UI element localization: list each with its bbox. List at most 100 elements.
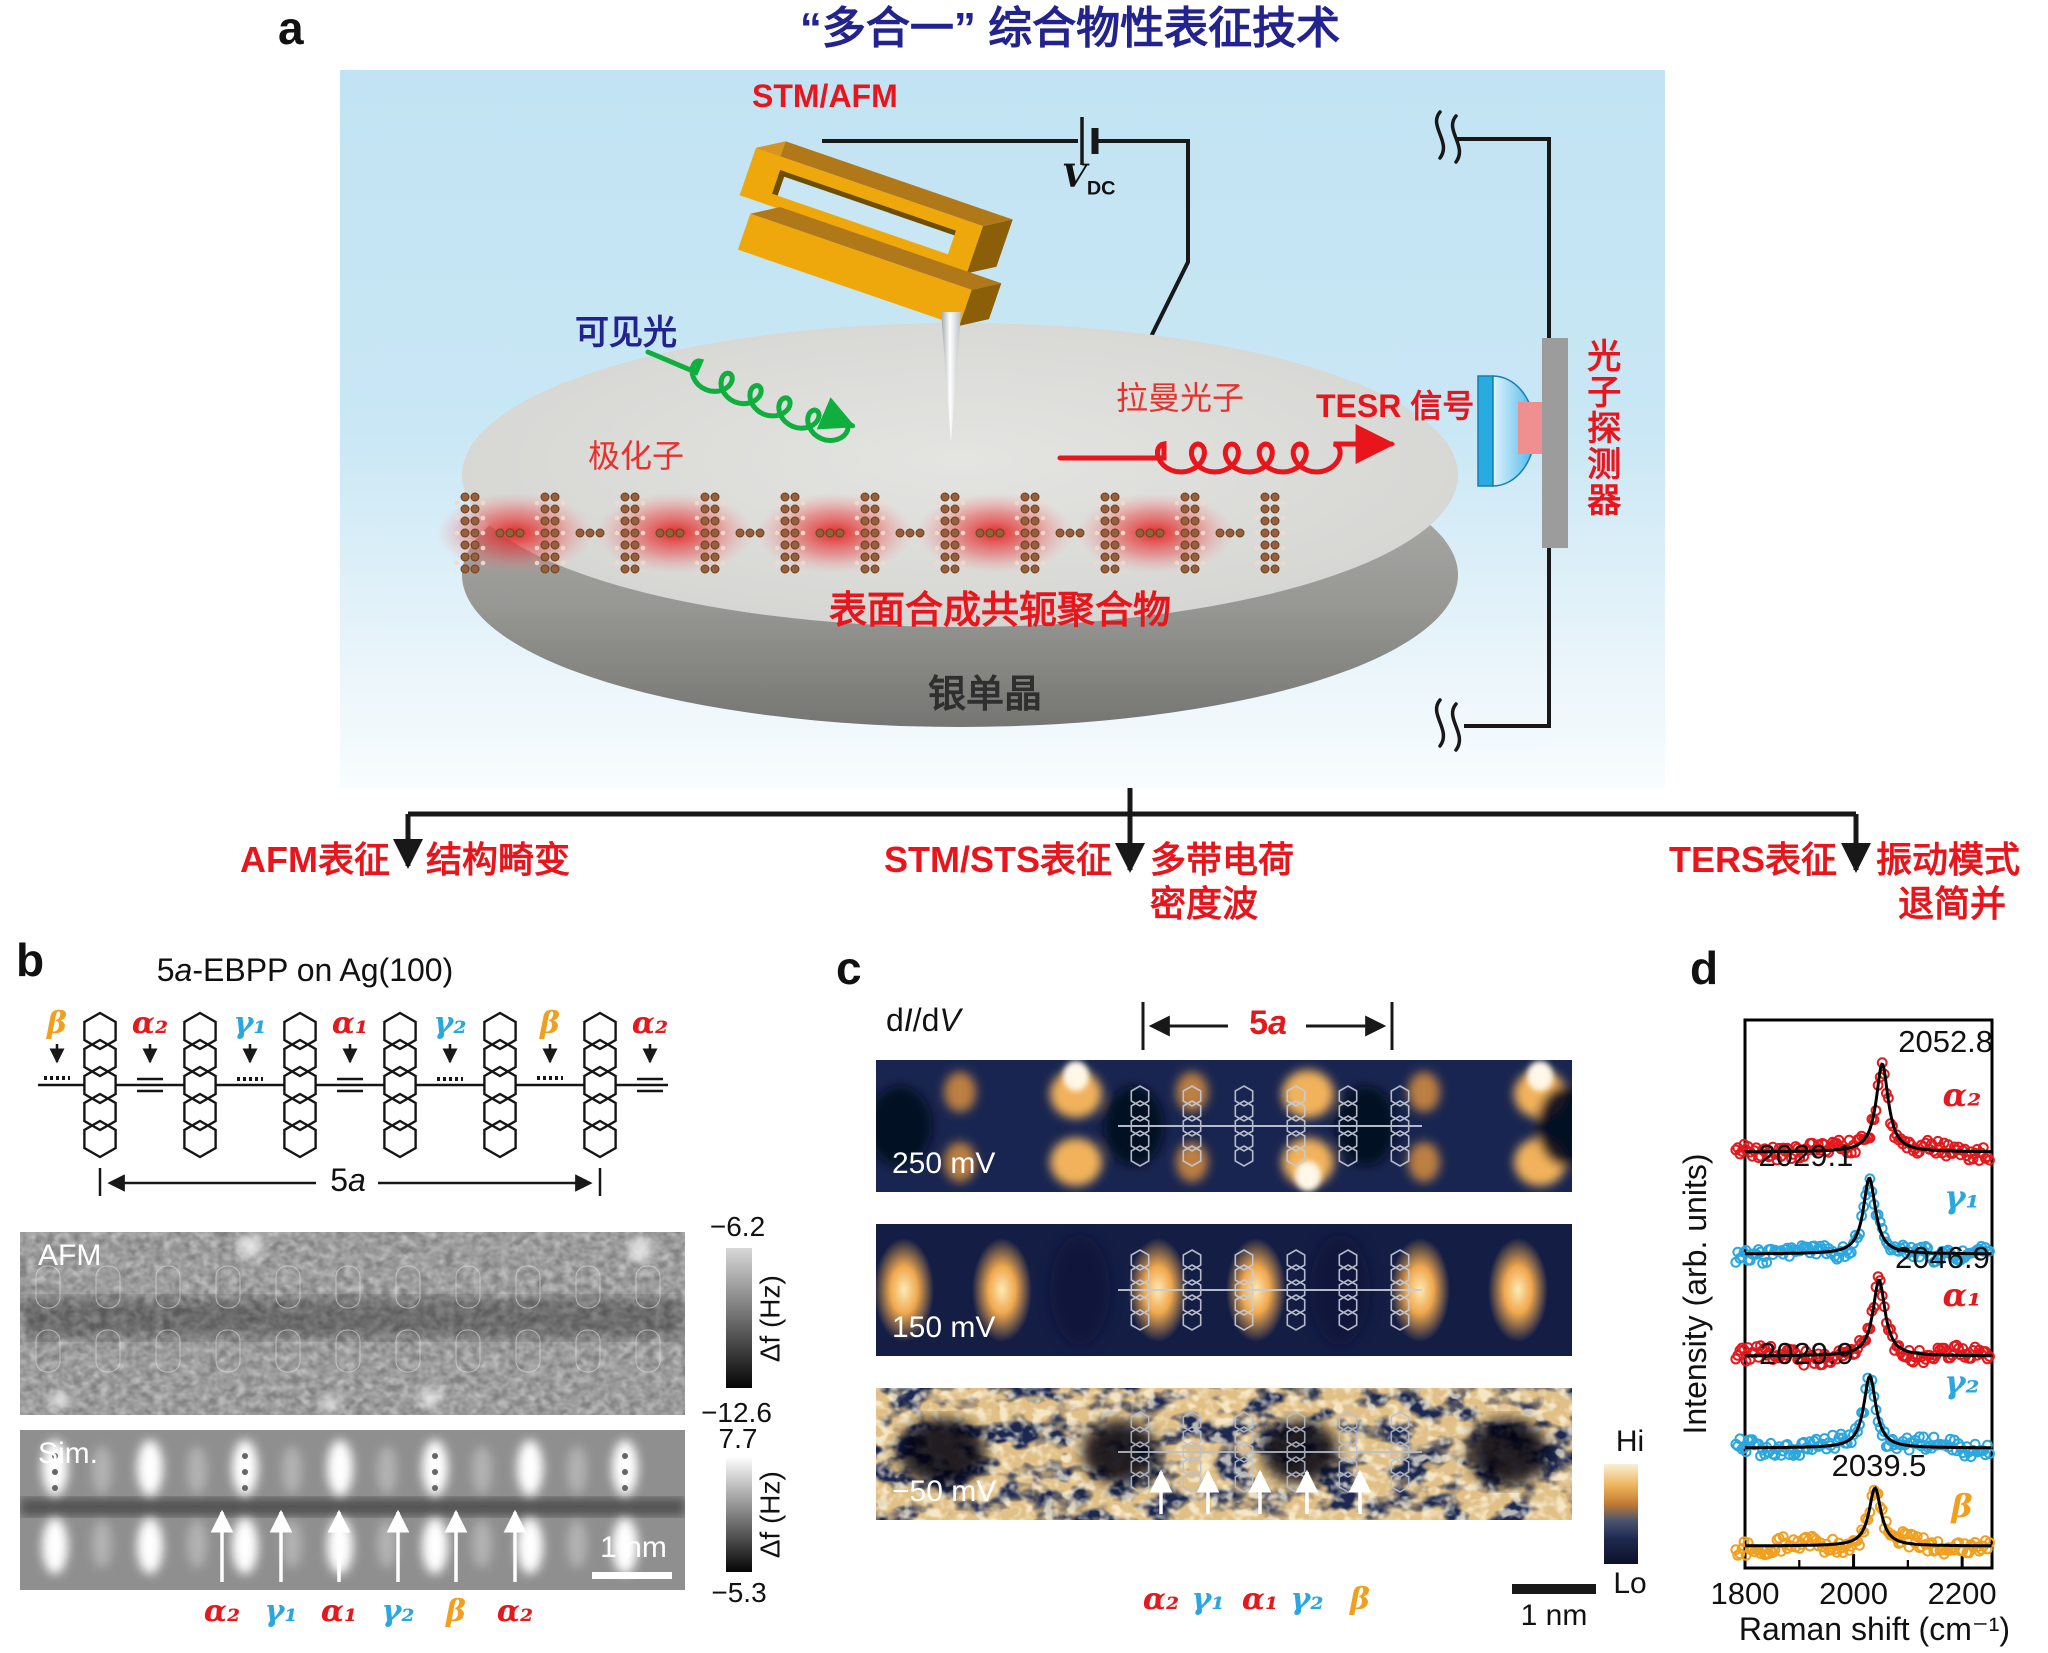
branch-afm-result: 结构畸变 — [426, 839, 571, 880]
c-scalebar — [1512, 1584, 1596, 1594]
silver-crystal-label: 银单晶 — [927, 674, 1042, 716]
bias-v: V — [1062, 157, 1087, 195]
data-point — [1984, 1245, 1995, 1257]
afm-image-label: AFM — [38, 1239, 102, 1272]
data-point — [1794, 1450, 1806, 1461]
peak-value-label: 2046.9 — [1895, 1240, 1990, 1275]
b-span-label: 5a — [318, 1162, 378, 1198]
bias-neg50mv: −50 mV — [892, 1475, 997, 1508]
wire-break-icon — [1434, 110, 1462, 752]
raman-series-β: 2039.5 β — [1730, 1448, 1995, 1561]
stm-tip — [941, 312, 961, 442]
data-point — [1777, 1531, 1789, 1542]
raman-series-γ₁: 2029.1 γ₁ — [1730, 1138, 1995, 1269]
sim-mode-alpha2-1: α₂ — [203, 1594, 241, 1629]
c-span-italic: a — [1268, 1004, 1287, 1042]
peak-value-label: 2029.9 — [1759, 1336, 1854, 1371]
sim-scale-top: 7.7 — [718, 1423, 758, 1454]
data-point — [1734, 1548, 1746, 1560]
polaron-label: 极化子 — [588, 438, 685, 474]
data-point — [1901, 1528, 1913, 1540]
fit-curve — [1744, 1373, 1992, 1450]
raman-series-α₁: 2046.9α₁ — [1730, 1240, 1995, 1371]
data-point — [1953, 1343, 1964, 1354]
branch-sts-technique: STM/STS表征 — [883, 839, 1112, 880]
polymer-chain — [454, 492, 1286, 574]
probe-label: STM/AFM — [752, 78, 898, 114]
data-point — [1984, 1154, 1995, 1166]
c-span-num: 5 — [1249, 1004, 1268, 1042]
c-scalebar-label: 1 nm — [1520, 1599, 1588, 1632]
didv-map-250mv — [876, 1060, 1572, 1192]
branch-sts-result-2: 密度波 — [1150, 883, 1259, 924]
fit-curve — [1745, 1176, 1992, 1256]
series-mode-label: γ₁ — [1944, 1178, 1979, 1216]
data-point — [1911, 1531, 1923, 1543]
data-point — [1854, 1539, 1865, 1551]
molecule-structure — [38, 1013, 668, 1196]
didv-map-neg50mv — [876, 1388, 1572, 1520]
sim-image-label: Sim. — [38, 1437, 98, 1470]
afm-colorbar — [726, 1248, 752, 1388]
b-title-italic: a — [174, 952, 193, 988]
sim-mode-beta: β — [446, 1594, 466, 1629]
panel-a-title: “多合一” 综合物性表征技术 — [799, 4, 1341, 53]
afm-scale-bottom: −12.6 — [701, 1397, 772, 1428]
series-mode-label: β — [1950, 1487, 1972, 1525]
b-title-num: 5 — [156, 952, 175, 988]
data-point — [1798, 1359, 1810, 1371]
c-colorbar — [1604, 1464, 1638, 1564]
raman-photon-label: 拉曼光子 — [1116, 380, 1245, 416]
branch-ters-technique: TERS表征 — [1668, 839, 1837, 880]
c-mode-beta: β — [1350, 1582, 1370, 1617]
bond-label-beta-2: β — [540, 1006, 560, 1041]
photon-detector-assembly — [1477, 338, 1568, 548]
cantilever — [737, 141, 1013, 442]
data-point — [1942, 1542, 1954, 1553]
afm-image — [20, 1232, 685, 1415]
c-mode-gamma2: γ₂ — [1290, 1582, 1324, 1617]
fit-curve — [1745, 1278, 1992, 1358]
raman-series-α₂: 2052.8 α₂ — [1730, 1024, 1995, 1166]
bond-label-gamma2: γ₂ — [433, 1006, 467, 1041]
y-axis-title: Intensity (arb. units) — [1677, 1154, 1713, 1435]
bond-label-gamma1: γ₁ — [233, 1006, 267, 1041]
data-point — [1967, 1153, 1979, 1165]
data-point — [1893, 1340, 1905, 1351]
visible-light-label: 可见光 — [575, 314, 677, 352]
polymer-label: 表面合成共轭聚合物 — [828, 590, 1171, 632]
series-mode-label: α₁ — [1943, 1276, 1982, 1314]
data-point — [1920, 1241, 1931, 1252]
bond-label-alpha2-1: α₂ — [131, 1006, 169, 1041]
colorbar-lo-label: Lo — [1613, 1567, 1647, 1600]
sim-mode-alpha1: α₁ — [320, 1594, 358, 1629]
bias-sub: DC — [1086, 177, 1116, 200]
series-mode-label: γ₂ — [1944, 1363, 1979, 1401]
data-point — [1878, 1426, 1890, 1437]
data-point — [1850, 1147, 1861, 1158]
sim-scalebar-label: 1 nm — [600, 1531, 667, 1564]
sim-scale-unit: Δf (Hz) — [754, 1471, 786, 1559]
peak-value-label: 2052.8 — [1898, 1024, 1993, 1059]
b-span-italic: a — [348, 1162, 366, 1198]
x-tick-label: 2200 — [1928, 1576, 1997, 1611]
c-span-label: 5a — [1232, 1004, 1304, 1042]
raman-signal-arrow — [1057, 424, 1396, 475]
sim-mode-gamma2: γ₂ — [381, 1594, 415, 1629]
colorbar-hi-label: Hi — [1615, 1425, 1645, 1458]
data-point — [1765, 1340, 1777, 1352]
didv-span — [1141, 1002, 1394, 1050]
data-point — [1918, 1431, 1929, 1443]
c-mode-arrows — [1149, 1469, 1372, 1514]
data-point — [1769, 1449, 1781, 1461]
data-point — [1918, 1532, 1929, 1544]
b-span-num: 5 — [330, 1162, 348, 1198]
data-point — [1944, 1352, 1956, 1364]
afm-scale-unit: Δf (Hz) — [754, 1275, 786, 1363]
branch-sts-result-1: 多带电荷 — [1150, 839, 1295, 880]
branch-ters-result-1: 振动模式 — [1876, 839, 2021, 880]
didv-d2: /d — [912, 1002, 940, 1038]
detector-element — [1518, 402, 1542, 454]
data-point — [1837, 1547, 1849, 1558]
fit-curve — [1745, 1062, 1992, 1154]
